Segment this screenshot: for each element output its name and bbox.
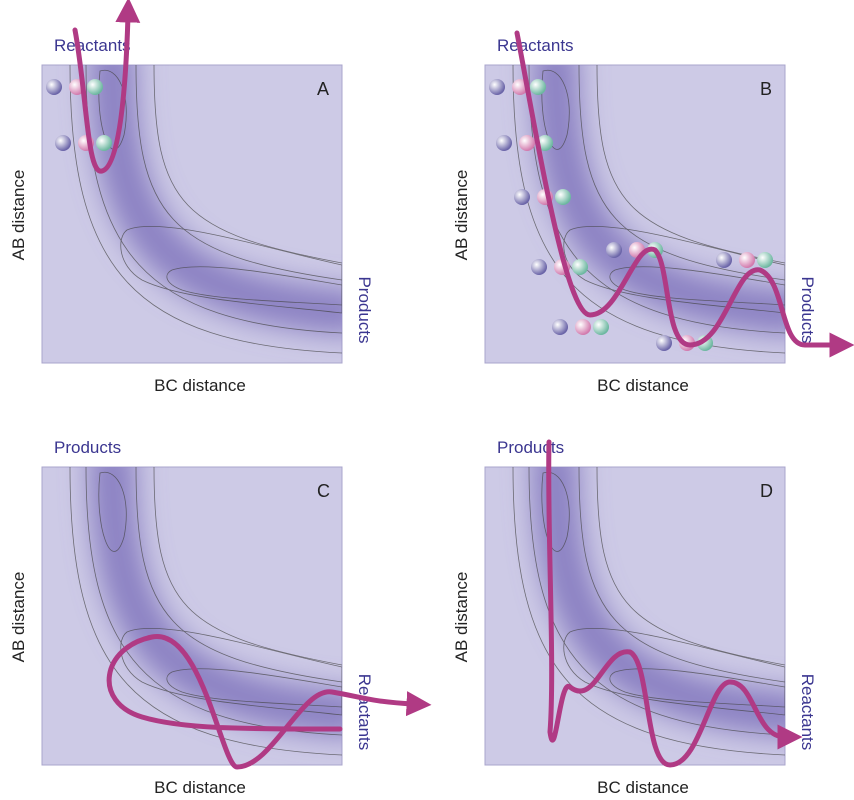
panel-letter: A [317,79,329,99]
panel-letter: C [317,481,330,501]
trajectory [72,0,141,174]
molecule [606,242,663,258]
atom [514,189,530,205]
y-axis-label: AB distance [452,572,471,663]
x-axis-label: BC distance [597,778,689,797]
molecule [514,189,571,205]
x-axis-label: BC distance [154,778,246,797]
side-label: Reactants [355,674,374,751]
side-label: Products [355,276,374,343]
atom [575,319,591,335]
atom [716,252,732,268]
atom [757,252,773,268]
y-axis-label: AB distance [9,572,28,663]
atom [656,335,672,351]
side-label: Products [798,276,817,343]
top-label: Reactants [497,36,574,55]
atom [46,79,62,95]
y-axis-label: AB distance [9,170,28,261]
atom [519,135,535,151]
atom [739,252,755,268]
top-label: Products [497,438,564,457]
panel-letter: D [760,481,773,501]
molecule [46,79,103,95]
x-axis-label: BC distance [154,376,246,395]
atom [496,135,512,151]
atom [593,319,609,335]
atom [555,189,571,205]
atom [55,135,71,151]
panel-letter: B [760,79,772,99]
atom [96,135,112,151]
molecule [716,252,773,268]
panel: B Reactants BC distance AB distance Products [452,30,854,395]
atom [572,259,588,275]
panel: D Products BC distance AB distance Reactants [452,438,817,797]
panel: A Reactants BC distance AB distance Products [9,0,374,395]
top-label: Reactants [54,36,131,55]
top-label: Products [54,438,121,457]
trajectory [546,439,785,768]
trajectory [514,30,854,358]
trajectory [106,634,432,770]
x-axis-label: BC distance [597,376,689,395]
atom [552,319,568,335]
y-axis-label: AB distance [452,170,471,261]
atom [87,79,103,95]
atom [531,259,547,275]
atom [606,242,622,258]
molecule [531,259,588,275]
atom [489,79,505,95]
side-label: Reactants [798,674,817,751]
atom [530,79,546,95]
molecule [496,135,553,151]
panel: C Products BC distance AB distance Reactants [9,438,432,797]
molecule [552,319,609,335]
molecule [489,79,546,95]
molecule [55,135,112,151]
energy-surface [42,447,362,765]
